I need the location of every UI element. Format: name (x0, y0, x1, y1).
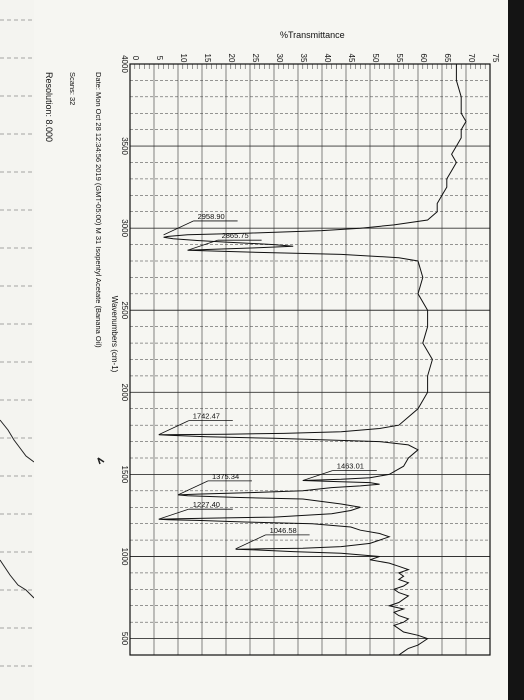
grid (129, 63, 491, 656)
transmittance-tick: 75 (491, 54, 500, 63)
transmittance-tick: 60 (419, 54, 428, 63)
annotation-leader (158, 420, 189, 435)
annotation-leader (187, 239, 218, 251)
annotation-leader (177, 480, 209, 496)
spectrum-line (158, 64, 467, 656)
transmittance-tick: 20 (227, 54, 236, 63)
photo-background-right (508, 0, 524, 700)
transmittance-tick: 65 (443, 54, 452, 63)
wavenumber-tick-labels: 4000 3500 3000 2500 2000 1500 1000 500 (120, 55, 129, 646)
background-sheet-lines (0, 19, 34, 667)
sheet-trace-fragment (0, 559, 34, 599)
peak-label: 1046.58 (270, 526, 297, 535)
plot-border (129, 63, 491, 656)
scans-line: Scans: 32 (68, 72, 77, 105)
transmittance-tick: 30 (275, 54, 284, 63)
transmittance-tick: 35 (299, 54, 308, 63)
resolution-line: Resolution: 8.000 (44, 72, 54, 142)
wavenumber-tick: 1000 (120, 548, 129, 566)
wavenumber-tick: 4000 (120, 55, 129, 73)
transmittance-tick: 40 (323, 54, 332, 63)
annotation-leader (302, 470, 333, 481)
transmittance-tick: 10 (179, 54, 188, 63)
peak-label: 2958.90 (198, 212, 225, 221)
wavenumber-tick: 3000 (120, 219, 129, 237)
annotation-leader (163, 220, 194, 236)
transmittance-tick: 25 (251, 54, 260, 63)
peak-label: 1742.47 (193, 412, 220, 421)
transmittance-tick: 50 (371, 54, 380, 63)
annotation-leader (158, 508, 189, 520)
transmittance-tick: 5 (155, 56, 164, 61)
wavenumber-tick: 2500 (120, 301, 129, 319)
plot-frame (129, 63, 491, 656)
transmittance-tick: 55 (395, 54, 404, 63)
peak-label: 1375.34 (212, 472, 239, 481)
wavenumber-tick: 3500 (120, 137, 129, 155)
wavenumber-tick: 500 (120, 632, 129, 646)
transmittance-tick: 15 (203, 54, 212, 63)
sheet-trace-fragment (0, 419, 34, 463)
transmittance-tick: 45 (347, 54, 356, 63)
x-axis-label: Wavenumbers (cm-1) (110, 296, 119, 373)
spectrum-trace-group (158, 64, 467, 656)
wavenumber-tick: 1500 (120, 466, 129, 484)
peak-label: 1227.40 (193, 500, 220, 509)
pen-mark (97, 457, 105, 465)
transmittance-tick: 70 (467, 54, 476, 63)
transmittance-tick: 0 (131, 56, 140, 61)
y-axis-label: %Transmittance (280, 30, 345, 40)
wavenumber-tick: 2000 (120, 383, 129, 401)
peak-annotations: 2958.90 2865.75 1742.47 1463.01 1375.34 1227.… (158, 212, 377, 550)
spectrum-paper (34, 0, 508, 700)
annotation-leader (235, 534, 266, 550)
date-line: Date: Mon Oct 28 12:34:56 2019 (GMT-05:0… (94, 72, 103, 348)
peak-label: 1463.01 (337, 461, 364, 470)
peak-label: 2865.75 (222, 231, 249, 240)
